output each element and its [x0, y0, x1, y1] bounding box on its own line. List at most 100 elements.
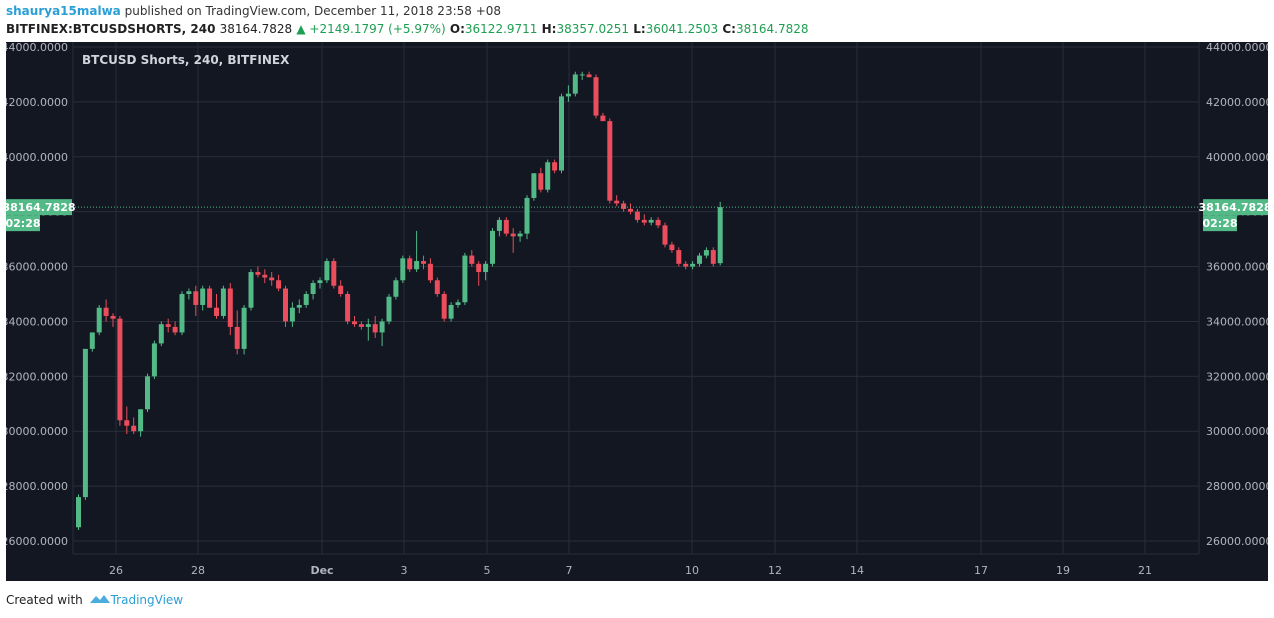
candle-body: [331, 261, 337, 286]
candle-body: [262, 274, 268, 278]
candle-body: [193, 291, 199, 305]
tradingview-link[interactable]: TradingView: [110, 593, 184, 607]
y-tick-label: 28000.0000: [1206, 480, 1268, 493]
x-tick-label: 14: [850, 564, 864, 577]
candle-body: [179, 294, 185, 333]
left-price-label: 38164.7828: [6, 201, 76, 214]
candle-body: [324, 261, 330, 281]
right-price-countdown-badge: [1203, 215, 1237, 232]
candle-body: [289, 307, 295, 322]
candle-body: [634, 211, 640, 220]
candle-body: [552, 162, 558, 171]
y-tick-label: 40000.0000: [6, 151, 68, 164]
candle-body: [628, 208, 633, 212]
x-tick-label: 10: [685, 564, 699, 577]
footer: Created with TradingView: [6, 593, 183, 607]
price-line-overlay: 38164.7828 02:28 38164.7828 02:28: [6, 199, 1268, 232]
candle-body: [220, 288, 226, 316]
candle-body: [538, 173, 544, 190]
high-value: 38357.0251: [556, 22, 629, 36]
candle-body: [124, 420, 130, 426]
candle-body: [110, 315, 116, 319]
candle-body: [683, 263, 689, 267]
right-price-axis[interactable]: 44000.000042000.000040000.000038000.0000…: [1206, 42, 1268, 548]
x-tick-label: 7: [566, 564, 573, 577]
candle-body: [676, 250, 682, 264]
candle-body: [241, 307, 247, 349]
candle-body: [648, 219, 654, 223]
candle-body: [165, 324, 171, 327]
change-value: ▲ +2149.1797 (+5.97%): [296, 22, 445, 36]
created-with-text: Created with: [6, 593, 83, 607]
y-tick-label: 28000.0000: [6, 480, 68, 493]
low-value: 36041.2503: [645, 22, 719, 36]
candle-body: [434, 280, 440, 294]
candle-body: [717, 207, 723, 264]
high-label: H:: [541, 22, 557, 36]
right-price-countdown: 02:28: [1202, 217, 1237, 230]
candle-body: [531, 173, 537, 198]
right-price-label: 38164.7828: [1198, 201, 1268, 214]
candle-body: [559, 96, 564, 171]
x-tick-label: 19: [1056, 564, 1070, 577]
candle-body: [76, 497, 81, 528]
candle-body: [441, 294, 447, 319]
grid-lines: [72, 42, 1200, 555]
left-price-countdown-badge: [6, 215, 40, 232]
last-price: 38164.7828: [219, 22, 293, 36]
candle-body: [545, 162, 551, 190]
candle-body: [600, 115, 606, 122]
candle-body: [690, 263, 696, 267]
x-tick-label: 12: [768, 564, 782, 577]
author-link[interactable]: shaurya15malwa: [6, 4, 121, 18]
candle-body: [186, 291, 192, 294]
candle-body: [524, 197, 530, 234]
candle-body: [255, 272, 261, 275]
candle-body: [82, 348, 88, 498]
candle-body: [565, 93, 571, 97]
x-tick-label: 3: [401, 564, 408, 577]
candlestick-chart[interactable]: 44000.000042000.000040000.000038000.0000…: [6, 42, 1268, 581]
y-tick-label: 42000.0000: [1206, 96, 1268, 109]
candle-body: [393, 280, 399, 297]
candle-body: [669, 244, 675, 251]
candle-body: [703, 250, 709, 256]
candle-body: [641, 219, 647, 223]
candle-body: [421, 261, 426, 264]
candle-body: [303, 294, 309, 305]
candle-body: [607, 121, 613, 201]
y-tick-label: 34000.0000: [1206, 315, 1268, 328]
candle-body: [317, 280, 323, 284]
candle-body: [496, 219, 502, 231]
candle-body: [158, 324, 164, 344]
publish-info: shaurya15malwa published on TradingView.…: [6, 4, 501, 18]
candle-body: [427, 263, 433, 281]
candle-body: [131, 425, 137, 432]
candle-body: [469, 255, 475, 264]
open-label: O:: [449, 22, 465, 36]
left-price-axis[interactable]: 44000.000042000.000040000.000038000.0000…: [6, 42, 68, 548]
candle-body: [407, 258, 413, 270]
candle-body: [227, 288, 233, 327]
candle-body: [151, 343, 157, 377]
publish-text: published on TradingView.com, December 1…: [124, 4, 502, 18]
candle-body: [614, 200, 620, 204]
candle-body: [138, 409, 144, 432]
candle-body: [586, 74, 592, 78]
chart-title: BTCUSD Shorts, 240, BITFINEX: [82, 53, 290, 67]
low-label: L:: [633, 22, 646, 36]
candle-body: [386, 296, 392, 322]
candle-body: [283, 288, 288, 322]
candle-body: [593, 77, 599, 116]
candle-body: [276, 280, 282, 289]
y-tick-label: 30000.0000: [6, 425, 68, 438]
candle-body: [710, 250, 716, 264]
time-axis[interactable]: 26 28 Dec 3 5 7 10 12 14 17 19 21: [109, 564, 1152, 577]
candle-body: [462, 255, 468, 303]
y-tick-label: 40000.0000: [1206, 151, 1268, 164]
candle-body: [345, 294, 351, 322]
y-tick-label: 26000.0000: [6, 535, 68, 548]
chart-area[interactable]: 44000.000042000.000040000.000038000.0000…: [6, 42, 1268, 581]
left-price-countdown: 02:28: [6, 217, 41, 230]
symbol-label: BITFINEX:BTCUSDSHORTS, 240: [6, 22, 216, 36]
